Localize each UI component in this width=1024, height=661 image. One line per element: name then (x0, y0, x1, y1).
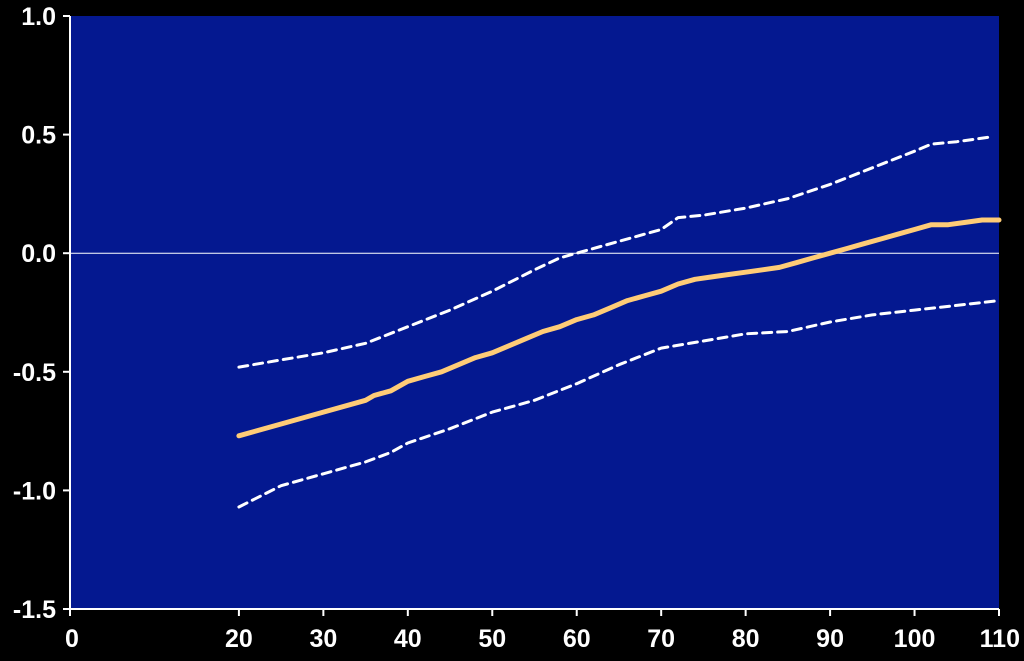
y-axis-tick-labels: 1.0 0.5 0.0 -0.5 -1.0 -1.5 (13, 3, 70, 624)
x-tick-label: 40 (394, 625, 422, 653)
x-tick-label: 70 (647, 625, 675, 653)
estimate-line (236, 217, 1002, 439)
x-tick-label: 50 (478, 625, 506, 653)
y-tick-label: 0.5 (21, 122, 56, 150)
y-tick-label: -0.5 (13, 359, 56, 387)
x-tick-label: 80 (732, 625, 760, 653)
x-tick-label: 110 (980, 625, 1020, 653)
axes-group (69, 16, 999, 610)
upper-bound-line (237, 135, 993, 369)
x-tick-label: 20 (225, 625, 253, 653)
y-tick-label: 0.0 (21, 240, 56, 268)
x-tick-label: 100 (894, 625, 936, 653)
y-tick-label: 1.0 (21, 3, 56, 31)
y-tick-label: -1.5 (13, 596, 56, 624)
x-tick-label: 0 (65, 625, 79, 653)
x-tick-label: 30 (309, 625, 337, 653)
x-axis-tick-labels: 0 20 30 40 50 60 70 80 90 100 110 (65, 609, 1020, 653)
series-group (236, 135, 1002, 509)
x-tick-label: 90 (816, 625, 844, 653)
x-tick-label: 60 (563, 625, 591, 653)
y-tick-label: -1.0 (13, 477, 56, 505)
plot-area (70, 16, 999, 609)
lower-bound-line (237, 299, 1001, 509)
